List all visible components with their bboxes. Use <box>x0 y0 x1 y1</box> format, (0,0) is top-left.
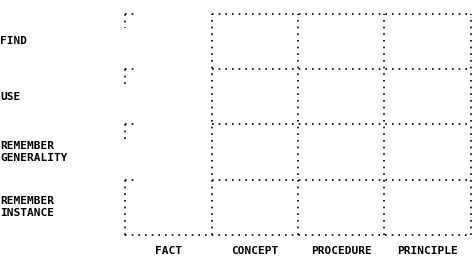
Text: FIND: FIND <box>0 36 27 46</box>
Text: REMEMBER
GENERALITY: REMEMBER GENERALITY <box>0 141 68 163</box>
Text: FACT: FACT <box>155 246 182 256</box>
Text: CONCEPT: CONCEPT <box>231 246 279 256</box>
Text: USE: USE <box>0 92 20 102</box>
Text: PROCEDURE: PROCEDURE <box>311 246 371 256</box>
Text: REMEMBER
INSTANCE: REMEMBER INSTANCE <box>0 196 54 218</box>
Text: PRINCIPLE: PRINCIPLE <box>397 246 458 256</box>
